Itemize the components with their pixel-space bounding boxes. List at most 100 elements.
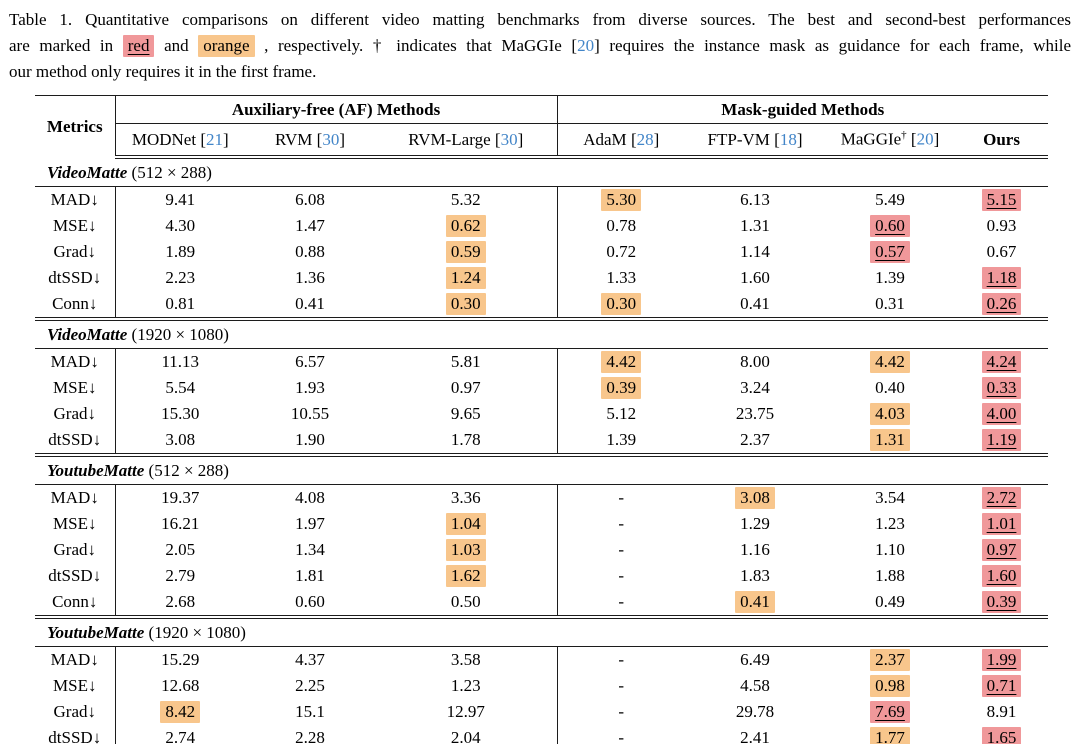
best-value: 0.60	[870, 215, 910, 237]
section-resolution: (1920 × 1080)	[127, 324, 229, 344]
table-cell: 5.30	[557, 187, 685, 214]
second-best-value: 0.62	[445, 215, 486, 237]
table-cell: 12.68	[161, 676, 200, 695]
second-best-value: 0.30	[445, 293, 486, 315]
paper-table: Metrics Auxiliary-free (AF) Methods Mask…	[35, 95, 1049, 744]
best-value: 1.19	[981, 429, 1022, 451]
table-cell: 8.00	[740, 352, 770, 371]
table-cell: 2.28	[295, 728, 325, 744]
citation-link[interactable]: 20	[916, 129, 934, 149]
citation-link[interactable]: 21	[205, 129, 223, 149]
metric-label: MSE↓	[35, 511, 116, 537]
table-cell: 0.33	[955, 375, 1048, 401]
metric-label: Conn↓	[35, 589, 116, 617]
table-cell: 1.24	[375, 265, 558, 291]
citation-link[interactable]: 30	[500, 129, 518, 149]
table-cell: -	[618, 592, 625, 611]
table-cell: 1.16	[740, 540, 770, 559]
table-cell: 9.65	[375, 401, 558, 427]
table-cell: 19.37	[161, 488, 200, 507]
section-name: VideoMatte	[47, 162, 128, 182]
citation-link[interactable]: 20	[577, 36, 595, 55]
metric-label: MAD↓	[35, 646, 116, 673]
metric-label: dtSSD↓	[35, 427, 116, 455]
table-cell: 29.78	[735, 702, 775, 721]
table-cell: 12.97	[375, 699, 558, 725]
table-cell: 1.89	[165, 242, 196, 261]
table-cell: 23.75	[735, 404, 775, 423]
table-cell: 3.36	[375, 484, 558, 511]
table-cell: 1.39	[875, 268, 905, 287]
table-cell: 1.62	[375, 563, 558, 589]
table-row: dtSSD↓ 2.23 1.36 1.24 1.33 1.60 1.39 1.18	[35, 265, 1048, 291]
table-cell: 0.62	[375, 213, 558, 239]
table-row: MAD↓ 15.29 4.37 3.58 - 6.49 2.37 1.99	[35, 646, 1048, 674]
metric-label: dtSSD↓	[35, 725, 116, 744]
caption-text: , respectively. † indicates that MaGGIe …	[254, 36, 578, 55]
best-value: 0.71	[981, 675, 1022, 697]
method-name: MaGGIe	[840, 129, 902, 149]
table-cell: 5.32	[375, 186, 558, 213]
section-resolution: (512 × 288)	[144, 460, 229, 480]
caption-text: Table 1. Quantitative comparisons on dif…	[9, 10, 1071, 29]
table-cell: 11.13	[161, 352, 200, 371]
table-cell: 1.88	[875, 566, 905, 585]
metrics-column-header: Metrics	[35, 95, 116, 157]
table-cell: 5.81	[375, 348, 558, 375]
table-cell: 0.98	[825, 673, 955, 699]
table-row: MSE↓ 4.30 1.47 0.62 0.78 1.31 0.60 0.93	[35, 213, 1048, 239]
caption-line: our method only requires it in the first…	[9, 59, 1071, 85]
caption-text: ] requires the instance mask as guidance…	[594, 36, 1072, 55]
best-value: 4.24	[981, 351, 1022, 373]
table-cell: 1.31	[740, 216, 770, 235]
table-body: VideoMatte (512 × 288) MAD↓ 9.41 6.08 5.32 5.…	[35, 157, 1049, 744]
table-cell: 0.57	[825, 239, 955, 265]
best-value: 7.69	[870, 701, 910, 723]
table-row: Grad↓ 15.30 10.55 9.65 5.12 23.75 4.03 4.00	[35, 401, 1048, 427]
section-name: YoutubeMatte	[47, 460, 145, 480]
table-cell: -	[618, 650, 625, 669]
table-row: Grad↓ 2.05 1.34 1.03 - 1.16 1.10 0.97	[35, 537, 1048, 563]
table-cell: 6.13	[740, 190, 770, 209]
metric-label: Grad↓	[35, 239, 116, 265]
table-cell: 4.37	[295, 650, 325, 669]
highlight-swatch: orange	[198, 35, 255, 57]
table-cell: 1.60	[740, 268, 770, 287]
group-header-auxiliary-free: Auxiliary-free (AF) Methods	[115, 95, 558, 124]
table-row: MAD↓ 9.41 6.08 5.32 5.30 6.13 5.49 5.15	[35, 186, 1048, 214]
metric-label: dtSSD↓	[35, 563, 116, 589]
table-cell: 1.23	[875, 514, 905, 533]
method-header-ftp-vm: FTP-VM [18]	[685, 123, 826, 159]
table-cell: 6.57	[295, 352, 325, 371]
best-value: 4.00	[981, 403, 1022, 425]
citation-link[interactable]: 18	[779, 129, 797, 149]
table-cell: 1.77	[825, 725, 955, 744]
method-header-modnet: MODNet [21]	[115, 123, 245, 159]
metric-label: dtSSD↓	[35, 265, 116, 291]
citation-link[interactable]: 28	[636, 129, 654, 149]
table-cell: 0.49	[875, 592, 905, 611]
best-value: 1.65	[981, 727, 1022, 744]
table-cell: 0.31	[875, 294, 905, 313]
second-best-value: 0.39	[601, 377, 642, 399]
table-cell: 4.24	[955, 349, 1048, 376]
table-cell: 0.67	[986, 242, 1017, 261]
table-cell: 8.42	[115, 699, 245, 725]
caption-line: Table 1. Quantitative comparisons on dif…	[9, 7, 1071, 33]
table-row: MSE↓ 16.21 1.97 1.04 - 1.29 1.23 1.01	[35, 511, 1048, 537]
table-cell: 15.1	[295, 702, 325, 721]
best-value: 0.57	[870, 241, 910, 263]
table-cell: -	[618, 728, 625, 744]
table-cell: 0.88	[295, 242, 325, 261]
table-cell: 4.03	[825, 401, 955, 427]
table-cell: 0.40	[875, 378, 905, 397]
section-header: YoutubeMatte (512 × 288)	[35, 453, 1049, 485]
citation-link[interactable]: 30	[322, 129, 340, 149]
table-cell: -	[618, 676, 625, 695]
table-cell: 1.99	[955, 647, 1048, 674]
table-cell: 0.30	[557, 291, 685, 319]
metric-label: MSE↓	[35, 673, 116, 699]
table-row: Conn↓ 0.81 0.41 0.30 0.30 0.41 0.31 0.26	[35, 291, 1048, 319]
dagger-marker: †	[901, 129, 907, 142]
section-header: VideoMatte (512 × 288)	[35, 157, 1049, 187]
